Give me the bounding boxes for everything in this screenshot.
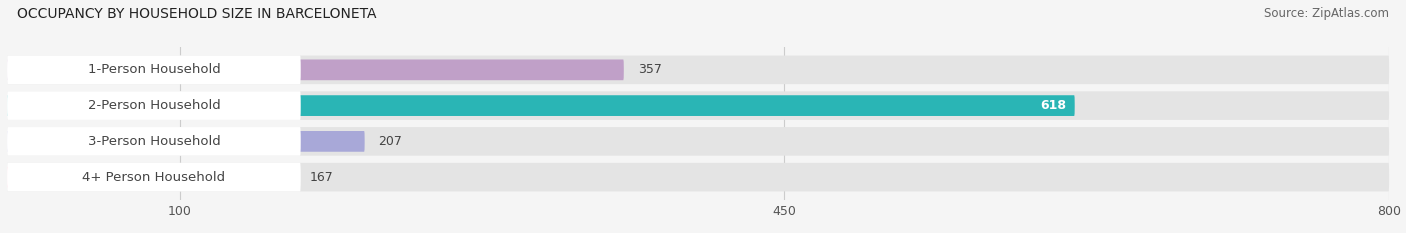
Text: 3-Person Household: 3-Person Household xyxy=(87,135,221,148)
FancyBboxPatch shape xyxy=(7,91,301,120)
FancyBboxPatch shape xyxy=(7,95,1074,116)
Text: Source: ZipAtlas.com: Source: ZipAtlas.com xyxy=(1264,7,1389,20)
FancyBboxPatch shape xyxy=(7,59,624,80)
FancyBboxPatch shape xyxy=(7,131,364,152)
FancyBboxPatch shape xyxy=(7,127,301,156)
FancyBboxPatch shape xyxy=(7,163,1389,192)
Text: 167: 167 xyxy=(309,171,333,184)
Text: 357: 357 xyxy=(637,63,661,76)
FancyBboxPatch shape xyxy=(7,127,1389,156)
FancyBboxPatch shape xyxy=(7,55,301,84)
FancyBboxPatch shape xyxy=(7,163,301,192)
Text: 2-Person Household: 2-Person Household xyxy=(87,99,221,112)
Text: 207: 207 xyxy=(378,135,402,148)
FancyBboxPatch shape xyxy=(7,91,1389,120)
FancyBboxPatch shape xyxy=(7,55,1389,84)
Text: 618: 618 xyxy=(1040,99,1066,112)
FancyBboxPatch shape xyxy=(7,167,295,188)
Text: OCCUPANCY BY HOUSEHOLD SIZE IN BARCELONETA: OCCUPANCY BY HOUSEHOLD SIZE IN BARCELONE… xyxy=(17,7,377,21)
Text: 4+ Person Household: 4+ Person Household xyxy=(83,171,225,184)
Text: 1-Person Household: 1-Person Household xyxy=(87,63,221,76)
